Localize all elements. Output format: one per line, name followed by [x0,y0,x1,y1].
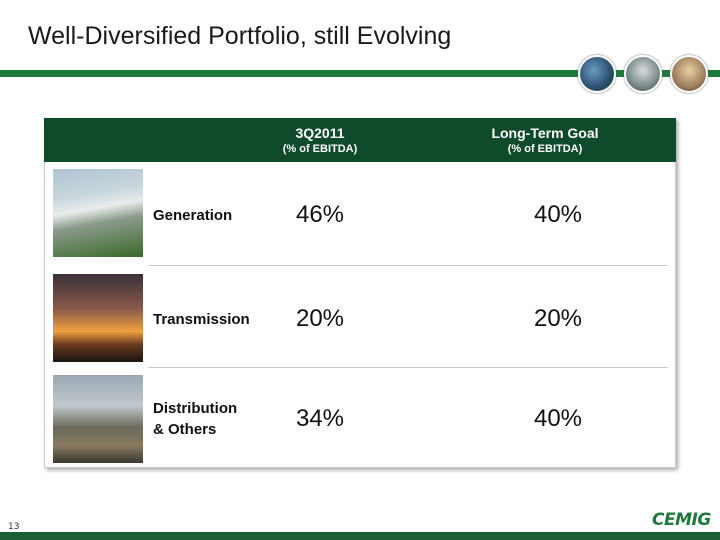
column-subtitle: (% of EBITDA) [507,143,583,155]
cell-value: 40% [533,405,583,432]
table-header [44,118,676,162]
cell-value: 40% [533,201,583,228]
cell-value: 34% [295,405,345,432]
page-number: 13 [8,522,20,532]
table [44,118,676,468]
row-label: Generation [153,207,233,224]
row-label: Transmission [153,311,250,328]
icon [624,55,662,93]
distribution-photo [53,375,143,463]
logo: CEMIG [652,510,711,530]
row-label: Distribution & Others [153,400,238,438]
cell-value: 20% [533,305,583,332]
top-bar [0,70,720,77]
transmission-photo [53,274,143,362]
row-separator [148,367,668,368]
icon [578,55,616,93]
column-title: 3Q2011 [295,125,345,141]
column-header: 3Q2011 (% of EBITDA) [220,125,420,155]
cell-value: 20% [295,305,345,332]
slide-title: Well-Diversified Portfolio, still Evolvi… [28,22,452,50]
generation-photo [53,169,143,257]
column-header: Long-Term Goal (% of EBITDA) [445,125,645,155]
row-separator [148,265,668,266]
icon [670,55,708,93]
column-title: Long-Term Goal [491,125,599,141]
bottom-bar [0,532,720,540]
column-subtitle: (% of EBITDA) [282,143,358,155]
cell-value: 46% [295,201,345,228]
